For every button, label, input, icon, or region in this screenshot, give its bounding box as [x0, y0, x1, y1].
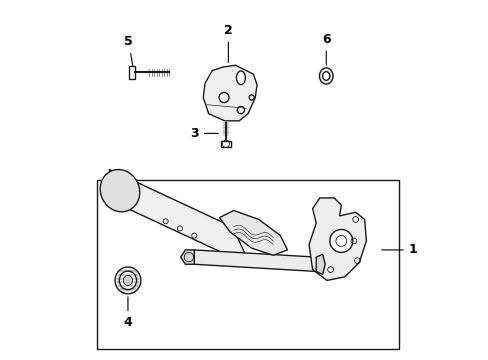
Polygon shape [219, 211, 287, 255]
Ellipse shape [236, 71, 245, 85]
Bar [97, 180, 398, 348]
Ellipse shape [123, 275, 132, 285]
Polygon shape [316, 254, 325, 274]
Text: 4: 4 [123, 297, 132, 329]
Ellipse shape [119, 271, 136, 290]
Polygon shape [308, 198, 366, 280]
Polygon shape [109, 169, 250, 266]
Text: 5: 5 [124, 35, 133, 67]
Polygon shape [203, 65, 257, 121]
Bar [128, 66, 135, 79]
Ellipse shape [319, 68, 332, 84]
Text: 6: 6 [321, 32, 330, 65]
Ellipse shape [322, 72, 329, 80]
Circle shape [237, 107, 244, 114]
Circle shape [249, 95, 254, 100]
Circle shape [219, 93, 228, 103]
Text: 2: 2 [224, 23, 232, 63]
Polygon shape [194, 250, 316, 271]
Ellipse shape [100, 170, 140, 212]
Text: 1: 1 [381, 243, 417, 256]
Text: 3: 3 [190, 127, 218, 140]
Ellipse shape [115, 267, 141, 294]
Circle shape [329, 229, 352, 252]
Polygon shape [180, 250, 194, 264]
